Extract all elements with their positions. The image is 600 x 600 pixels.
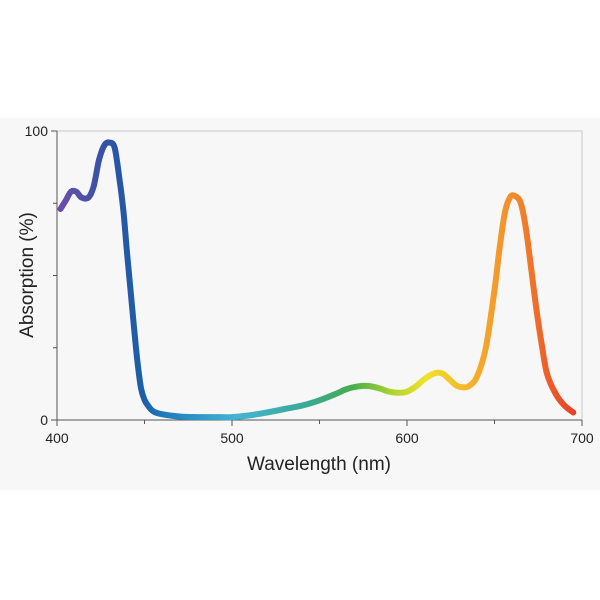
data-point (300, 403, 305, 408)
absorption-curve (57, 139, 577, 421)
data-point (125, 250, 130, 255)
data-point (86, 195, 91, 200)
data-point (151, 409, 156, 414)
data-point (518, 201, 523, 206)
data-point (69, 189, 74, 194)
x-tick-label: 500 (220, 430, 244, 446)
data-point (431, 371, 436, 376)
data-point (529, 267, 534, 272)
data-point (97, 157, 102, 162)
data-point (492, 287, 497, 292)
data-point (107, 140, 112, 145)
data-point (230, 415, 235, 420)
data-point (405, 389, 410, 394)
data-point (387, 389, 392, 394)
x-tick-label: 700 (570, 430, 594, 446)
ticks: 400 500 600 700 0 100 (25, 123, 594, 446)
data-point (475, 374, 480, 379)
data-point (378, 386, 383, 391)
data-point (370, 384, 375, 389)
data-point (508, 194, 513, 199)
data-point (247, 413, 252, 418)
data-point (534, 308, 539, 313)
data-point (539, 342, 544, 347)
x-tick-label: 600 (395, 430, 419, 446)
data-point (118, 181, 123, 186)
data-point (79, 195, 84, 200)
data-point (545, 371, 550, 376)
data-point (466, 384, 471, 389)
data-point (142, 397, 147, 402)
axes (56, 130, 583, 421)
data-point (212, 415, 217, 420)
chart-background (0, 118, 600, 490)
data-point (343, 387, 348, 392)
data-point (317, 398, 322, 403)
data-point (454, 383, 459, 388)
data-point (58, 207, 63, 212)
data-point (361, 383, 366, 388)
data-point (497, 244, 502, 249)
y-axis-title: Absorption (%) (17, 212, 38, 338)
data-point (352, 385, 357, 390)
data-point (396, 390, 401, 395)
data-point (112, 146, 117, 151)
data-point (160, 412, 165, 417)
data-point (128, 287, 133, 292)
data-point (74, 189, 79, 194)
data-point (436, 370, 441, 375)
data-point (121, 209, 126, 214)
y-tick-label: 0 (40, 412, 48, 428)
data-point (483, 345, 488, 350)
data-point (553, 392, 558, 397)
data-point (177, 414, 182, 419)
data-point (524, 227, 529, 232)
plot-frame (56, 130, 583, 421)
data-point (562, 403, 567, 408)
data-point (513, 194, 518, 199)
y-tick-label: 100 (25, 123, 49, 139)
data-point (195, 415, 200, 420)
data-point (102, 143, 107, 148)
x-axis-title: Wavelength (nm) (247, 454, 391, 475)
x-tick-label: 400 (45, 430, 69, 446)
data-point (63, 198, 68, 203)
data-point (265, 410, 270, 415)
data-point (132, 325, 137, 330)
data-point (139, 386, 144, 391)
data-point (441, 372, 446, 377)
data-point (282, 407, 287, 412)
data-point (459, 385, 464, 390)
data-point (413, 384, 418, 389)
data-point (135, 360, 140, 365)
data-point (448, 378, 453, 383)
data-point (91, 183, 96, 188)
data-point (571, 410, 576, 415)
data-point (503, 209, 508, 214)
data-point (146, 403, 151, 408)
data-point (335, 391, 340, 396)
data-point (422, 377, 427, 382)
